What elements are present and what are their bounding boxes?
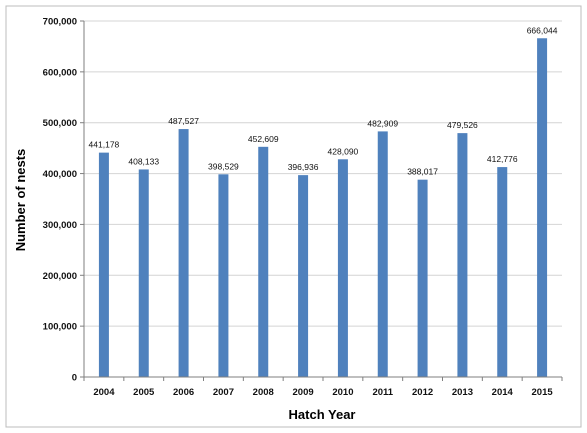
bar: [417, 179, 428, 377]
data-label: 398,529: [208, 161, 239, 171]
data-label: 428,090: [328, 146, 359, 156]
y-tick-label: 600,000: [43, 67, 77, 78]
data-label: 487,527: [168, 116, 199, 126]
x-axis-ticks: 2004 2005 2006 2007 2008 2009 2010 2011 2012 2013…: [83, 377, 563, 398]
bar: [218, 174, 229, 377]
data-label: 479,526: [447, 120, 478, 130]
x-tick-label: 2012: [412, 387, 433, 398]
y-tick-label: 400,000: [43, 169, 77, 180]
x-tick-label: 2004: [93, 387, 115, 398]
y-tick-label: 0: [72, 373, 77, 384]
bar: [457, 133, 468, 377]
x-tick-label: 2007: [213, 387, 234, 398]
data-label: 388,017: [407, 167, 438, 177]
x-tick-label: 2015: [532, 387, 554, 398]
data-labels: 441,178 408,133 487,527 398,529 452,609 396,9…: [89, 25, 558, 176]
data-label: 396,936: [288, 162, 319, 172]
x-tick-label: 2005: [133, 387, 155, 398]
data-label: 412,776: [487, 154, 518, 164]
bar: [377, 131, 388, 377]
y-tick-label: 200,000: [43, 271, 77, 282]
bar: [98, 152, 109, 377]
data-label: 441,178: [89, 140, 120, 150]
y-tick-label: 300,000: [43, 220, 77, 231]
bar: [298, 175, 309, 377]
y-tick-label: 700,000: [43, 17, 77, 28]
bar: [138, 169, 149, 377]
x-tick-label: 2011: [372, 387, 393, 398]
x-tick-label: 2008: [253, 387, 274, 398]
data-label: 666,044: [527, 25, 558, 35]
data-label: 452,609: [248, 134, 279, 144]
y-axis-title: Number of nests: [13, 149, 28, 252]
x-tick-label: 2006: [173, 387, 194, 398]
y-tick-label: 500,000: [43, 118, 77, 129]
x-tick-label: 2014: [492, 387, 514, 398]
gridlines: [84, 20, 562, 327]
bars: [98, 38, 548, 378]
bar: [497, 167, 508, 377]
x-tick-label: 2009: [293, 387, 314, 398]
x-tick-label: 2013: [452, 387, 473, 398]
x-axis-title: Hatch Year: [289, 407, 356, 422]
y-tick-label: 100,000: [43, 322, 77, 333]
data-label: 482,909: [367, 118, 398, 128]
chart-frame: [5, 5, 582, 428]
bar: [178, 129, 189, 377]
bar: [537, 38, 548, 378]
bar: [258, 146, 269, 377]
data-label: 408,133: [128, 156, 159, 166]
y-axis-ticks: 0 100,000 200,000 300,000 400,000 500,000 600,…: [43, 17, 84, 384]
bar: [337, 159, 348, 377]
x-tick-label: 2010: [332, 387, 353, 398]
